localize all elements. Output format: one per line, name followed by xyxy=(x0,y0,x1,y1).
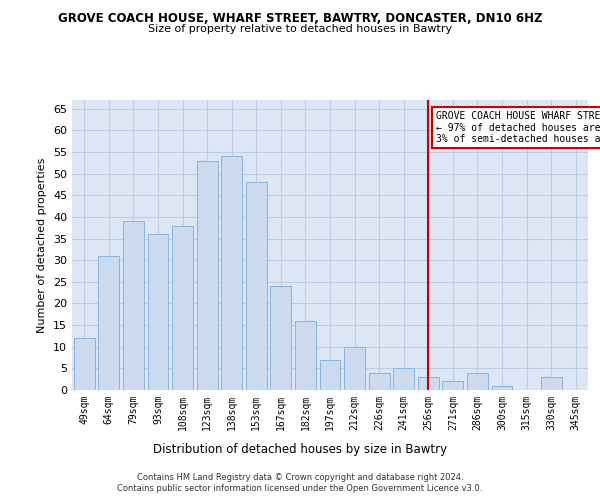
Text: Distribution of detached houses by size in Bawtry: Distribution of detached houses by size … xyxy=(153,442,447,456)
Text: GROVE COACH HOUSE WHARF STREET: 255sqm
← 97% of detached houses are smaller (376: GROVE COACH HOUSE WHARF STREET: 255sqm ←… xyxy=(436,111,600,144)
Y-axis label: Number of detached properties: Number of detached properties xyxy=(37,158,47,332)
Bar xyxy=(197,160,218,390)
Bar xyxy=(344,346,365,390)
Bar xyxy=(74,338,95,390)
Text: Contains public sector information licensed under the Open Government Licence v3: Contains public sector information licen… xyxy=(118,484,482,493)
Bar xyxy=(246,182,267,390)
Bar xyxy=(320,360,340,390)
Bar xyxy=(491,386,512,390)
Bar xyxy=(123,221,144,390)
Bar xyxy=(442,382,463,390)
Bar xyxy=(368,372,389,390)
Bar xyxy=(98,256,119,390)
Bar xyxy=(393,368,414,390)
Bar xyxy=(418,377,439,390)
Text: GROVE COACH HOUSE, WHARF STREET, BAWTRY, DONCASTER, DN10 6HZ: GROVE COACH HOUSE, WHARF STREET, BAWTRY,… xyxy=(58,12,542,26)
Bar xyxy=(172,226,193,390)
Bar xyxy=(148,234,169,390)
Text: Size of property relative to detached houses in Bawtry: Size of property relative to detached ho… xyxy=(148,24,452,34)
Bar xyxy=(467,372,488,390)
Bar xyxy=(221,156,242,390)
Bar xyxy=(295,320,316,390)
Bar xyxy=(271,286,292,390)
Bar xyxy=(541,377,562,390)
Text: Contains HM Land Registry data © Crown copyright and database right 2024.: Contains HM Land Registry data © Crown c… xyxy=(137,472,463,482)
